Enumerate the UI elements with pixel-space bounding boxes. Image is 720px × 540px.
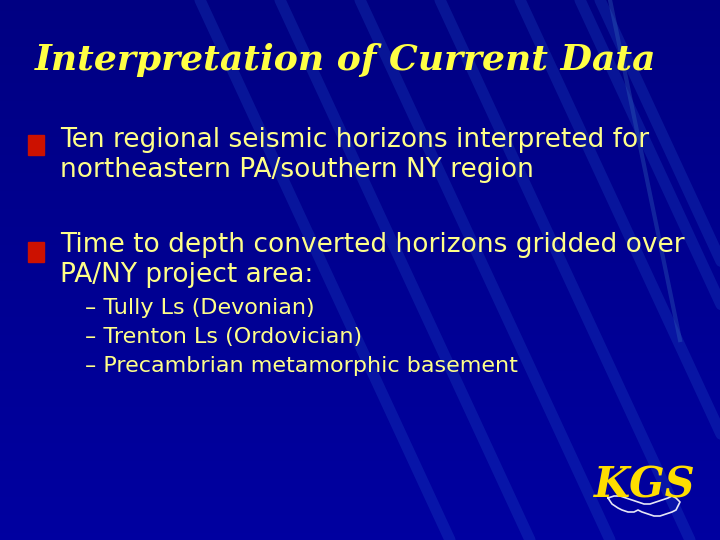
Text: – Precambrian metamorphic basement: – Precambrian metamorphic basement bbox=[85, 356, 518, 376]
Text: – Trenton Ls (Ordovician): – Trenton Ls (Ordovician) bbox=[85, 327, 362, 347]
Text: northeastern PA/southern NY region: northeastern PA/southern NY region bbox=[60, 157, 534, 183]
Text: Time to depth converted horizons gridded over: Time to depth converted horizons gridded… bbox=[60, 232, 685, 258]
Text: – Tully Ls (Devonian): – Tully Ls (Devonian) bbox=[85, 298, 315, 318]
Text: PA/NY project area:: PA/NY project area: bbox=[60, 262, 313, 288]
Bar bbox=[28, 135, 44, 155]
Text: Ten regional seismic horizons interpreted for: Ten regional seismic horizons interprete… bbox=[60, 127, 649, 153]
Bar bbox=[28, 242, 44, 262]
Text: KGS: KGS bbox=[594, 464, 696, 506]
Text: Interpretation of Current Data: Interpretation of Current Data bbox=[35, 43, 657, 77]
